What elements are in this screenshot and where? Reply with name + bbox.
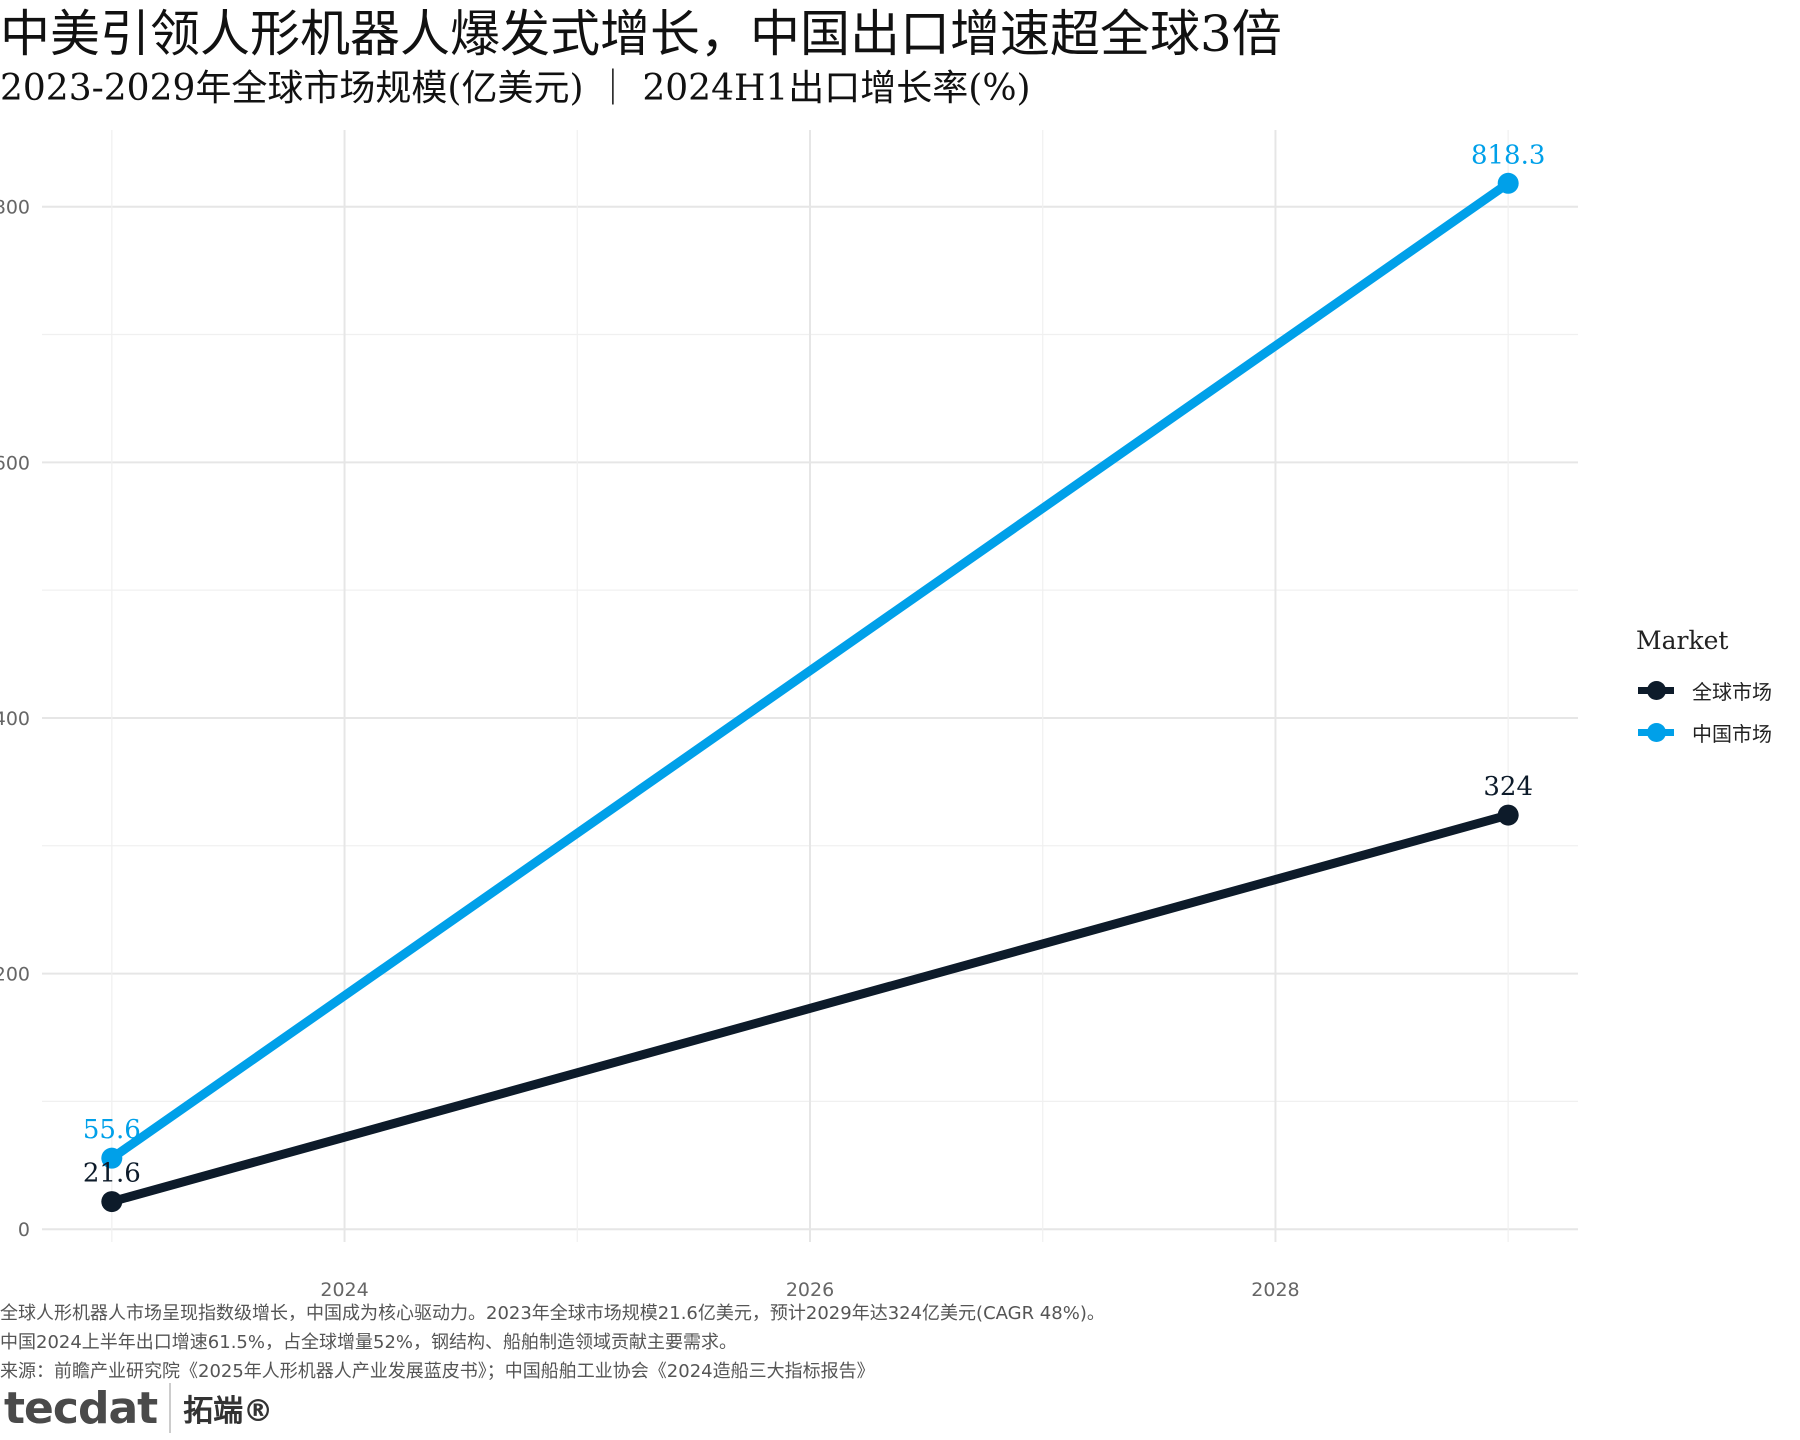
x-tick-label: 2028 [1251,1279,1299,1300]
chart-title: 中美引领人形机器人爆发式增长，中国出口增速超全球3倍 [0,5,1282,63]
y-tick-label: 800 [0,197,30,219]
data-point [1497,172,1519,194]
footnote-line-2: 中国2024上半年出口增速61.5%，占全球增量52%，钢结构、船舶制造领域贡献… [0,1332,737,1353]
axis-ticks: 0 200 400 600 800 2024 2026 2028 [0,197,1300,1300]
series-line [107,178,1513,1163]
logo-brand: tecdat [0,1380,158,1440]
legend-label: 中国市场 [1692,721,1772,746]
x-tick-label: 2026 [786,1279,834,1300]
chart-subtitle: 2023-2029年全球市场规模(亿美元) ｜ 2024H1出口增长率(%) [0,68,1031,109]
line-chart: 0 200 400 600 800 2024 2026 2028 21.6 324 55.6 818… [0,130,1578,1300]
y-tick-label: 400 [0,708,30,730]
data-label: 21.6 [83,1159,141,1189]
legend-title: Market [1636,626,1729,655]
x-tick-label: 2024 [320,1279,368,1300]
legend-key-dot [1647,723,1666,742]
data-point [1497,804,1519,826]
logo-divider [169,1383,172,1433]
logo-brand-text: tecdat [4,1382,158,1434]
legend-key-icon [1636,720,1676,744]
legend-item: 中国市场 [1636,711,1772,753]
series-line [107,810,1513,1207]
legend-key-dot [1647,681,1666,700]
data-label: 324 [1483,772,1533,802]
tecdat-logo: tecdat 拓端® [0,1380,274,1440]
data-label: 818.3 [1471,140,1545,170]
legend-item: 全球市场 [1636,669,1772,711]
series-lines [101,172,1519,1213]
grid-lines [42,130,1578,1242]
data-point [101,1147,123,1169]
legend: Market 全球市场中国市场 [1636,626,1772,753]
data-label: 55.6 [83,1115,141,1145]
legend-key-icon [1636,678,1676,702]
y-tick-label: 0 [18,1219,30,1241]
data-labels: 21.6 324 55.6 818.3 [83,140,1546,1188]
y-tick-label: 600 [0,452,30,474]
legend-label: 全球市场 [1692,679,1772,704]
y-tick-label: 200 [0,964,30,986]
data-point [101,1191,123,1213]
logo-cn-text: 拓端® [183,1394,274,1429]
footnote-line-1: 全球人形机器人市场呈现指数级增长，中国成为核心驱动力。2023年全球市场规模21… [0,1303,1105,1324]
source-note: 来源：前瞻产业研究院《2025年人形机器人产业发展蓝皮书》；中国船舶工业协会《2… [0,1361,875,1382]
